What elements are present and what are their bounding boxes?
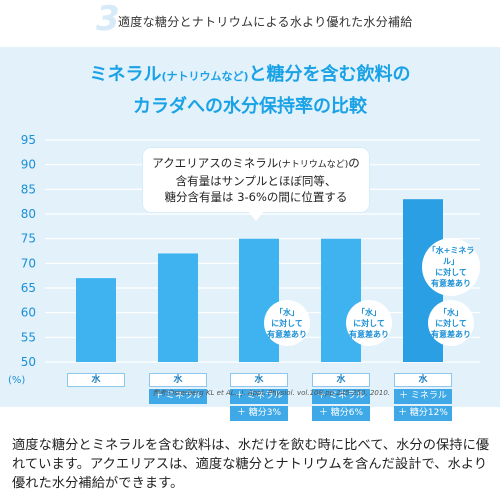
- y-tick-label: 65: [21, 281, 36, 295]
- category-label-5: 水: [394, 373, 452, 387]
- step-number: 3: [96, 0, 120, 39]
- title-line1-b: と糖分を含む飲料の: [248, 64, 411, 85]
- y-tick-label: 75: [21, 232, 36, 246]
- top-caption: 適度な糖分とナトリウムによる水より優れた水分補給: [118, 15, 413, 29]
- title-line1-a: ミネラル: [89, 64, 162, 85]
- y-tick-label: 85: [21, 182, 36, 196]
- y-tick-label: 90: [21, 158, 36, 172]
- callout-line1-b: の: [348, 156, 360, 170]
- bar: [158, 253, 198, 362]
- significance-badge-2: 「水」 に対して 有意差あり: [346, 300, 392, 346]
- bar: [239, 238, 279, 362]
- category-chip-mineral: ＋ ミネラル: [312, 389, 370, 404]
- category-label-2: 水: [149, 373, 207, 387]
- callout-line2: 含有量はサンプルとほぼ同等、: [175, 174, 337, 188]
- title-line1-small: (ナトリウムなど): [161, 70, 249, 83]
- category-chip-mineral: ＋ ミネラル: [394, 389, 452, 404]
- description-text: 適度な糖分とミネラルを含む飲料は、水だけを飲む時に比べて、水分の保持に優れていま…: [12, 438, 490, 491]
- y-tick-label: 50: [21, 355, 36, 369]
- title-line2: カラダへの水分保持率の比較: [133, 96, 367, 117]
- category-chip-mineral: ＋ ミネラル: [149, 389, 207, 404]
- category-label-1: 水: [67, 373, 125, 387]
- y-tick-label: 95: [21, 133, 36, 147]
- callout-line1-small: (ナトリウムなど): [278, 160, 349, 170]
- category-chip-sugar: ＋ 糖分12%: [394, 406, 452, 421]
- significance-badge-4: 「水+ミネラル」 に対して 有意差あり: [422, 238, 480, 296]
- y-tick-label: 80: [21, 207, 36, 221]
- category-chip-mineral: ＋ ミネラル: [230, 389, 288, 404]
- category-chip-sugar: ＋ 糖分6%: [312, 406, 370, 421]
- significance-badge-1: 「水」 に対して 有意差あり: [264, 300, 310, 346]
- bar: [76, 278, 116, 362]
- callout-line3: 糖分含有量は 3-6%の間に位置する: [164, 190, 348, 204]
- y-axis-label: (%): [8, 375, 25, 386]
- callout-line1-a: アクエリアスのミネラル: [152, 156, 279, 170]
- callout-tail: [248, 211, 264, 221]
- bar: [321, 238, 361, 362]
- chart-title: ミネラル(ナトリウムなど)と糖分を含む飲料の カラダへの水分保持率の比較: [0, 60, 500, 122]
- category-chip-sugar: ＋ 糖分3%: [230, 406, 288, 421]
- y-tick-label: 60: [21, 306, 36, 320]
- category-label-4: 水: [312, 373, 370, 387]
- citation: 参考:Osterberg KL et AL., J. Appl. Physiol…: [152, 389, 390, 397]
- category-label-3: 水: [230, 373, 288, 387]
- y-tick-label: 70: [21, 256, 36, 270]
- y-tick-label: 55: [21, 330, 36, 344]
- callout-box: アクエリアスのミネラル(ナトリウムなど)の 含有量はサンプルとほぼ同等、 糖分含…: [143, 148, 369, 212]
- significance-badge-3: 「水」 に対して 有意差あり: [428, 300, 474, 346]
